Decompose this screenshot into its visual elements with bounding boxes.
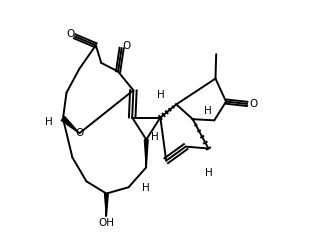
Text: O: O — [123, 41, 131, 51]
Text: H: H — [151, 132, 159, 142]
Text: H: H — [204, 106, 212, 116]
Polygon shape — [61, 117, 79, 133]
Text: O: O — [75, 128, 83, 138]
Polygon shape — [105, 194, 108, 216]
Text: H: H — [45, 117, 52, 127]
Text: O: O — [66, 30, 75, 39]
Polygon shape — [144, 139, 148, 167]
Text: OH: OH — [98, 218, 114, 228]
Text: H: H — [143, 183, 150, 193]
Text: O: O — [249, 99, 257, 109]
Text: H: H — [157, 89, 165, 100]
Text: H: H — [204, 168, 212, 178]
